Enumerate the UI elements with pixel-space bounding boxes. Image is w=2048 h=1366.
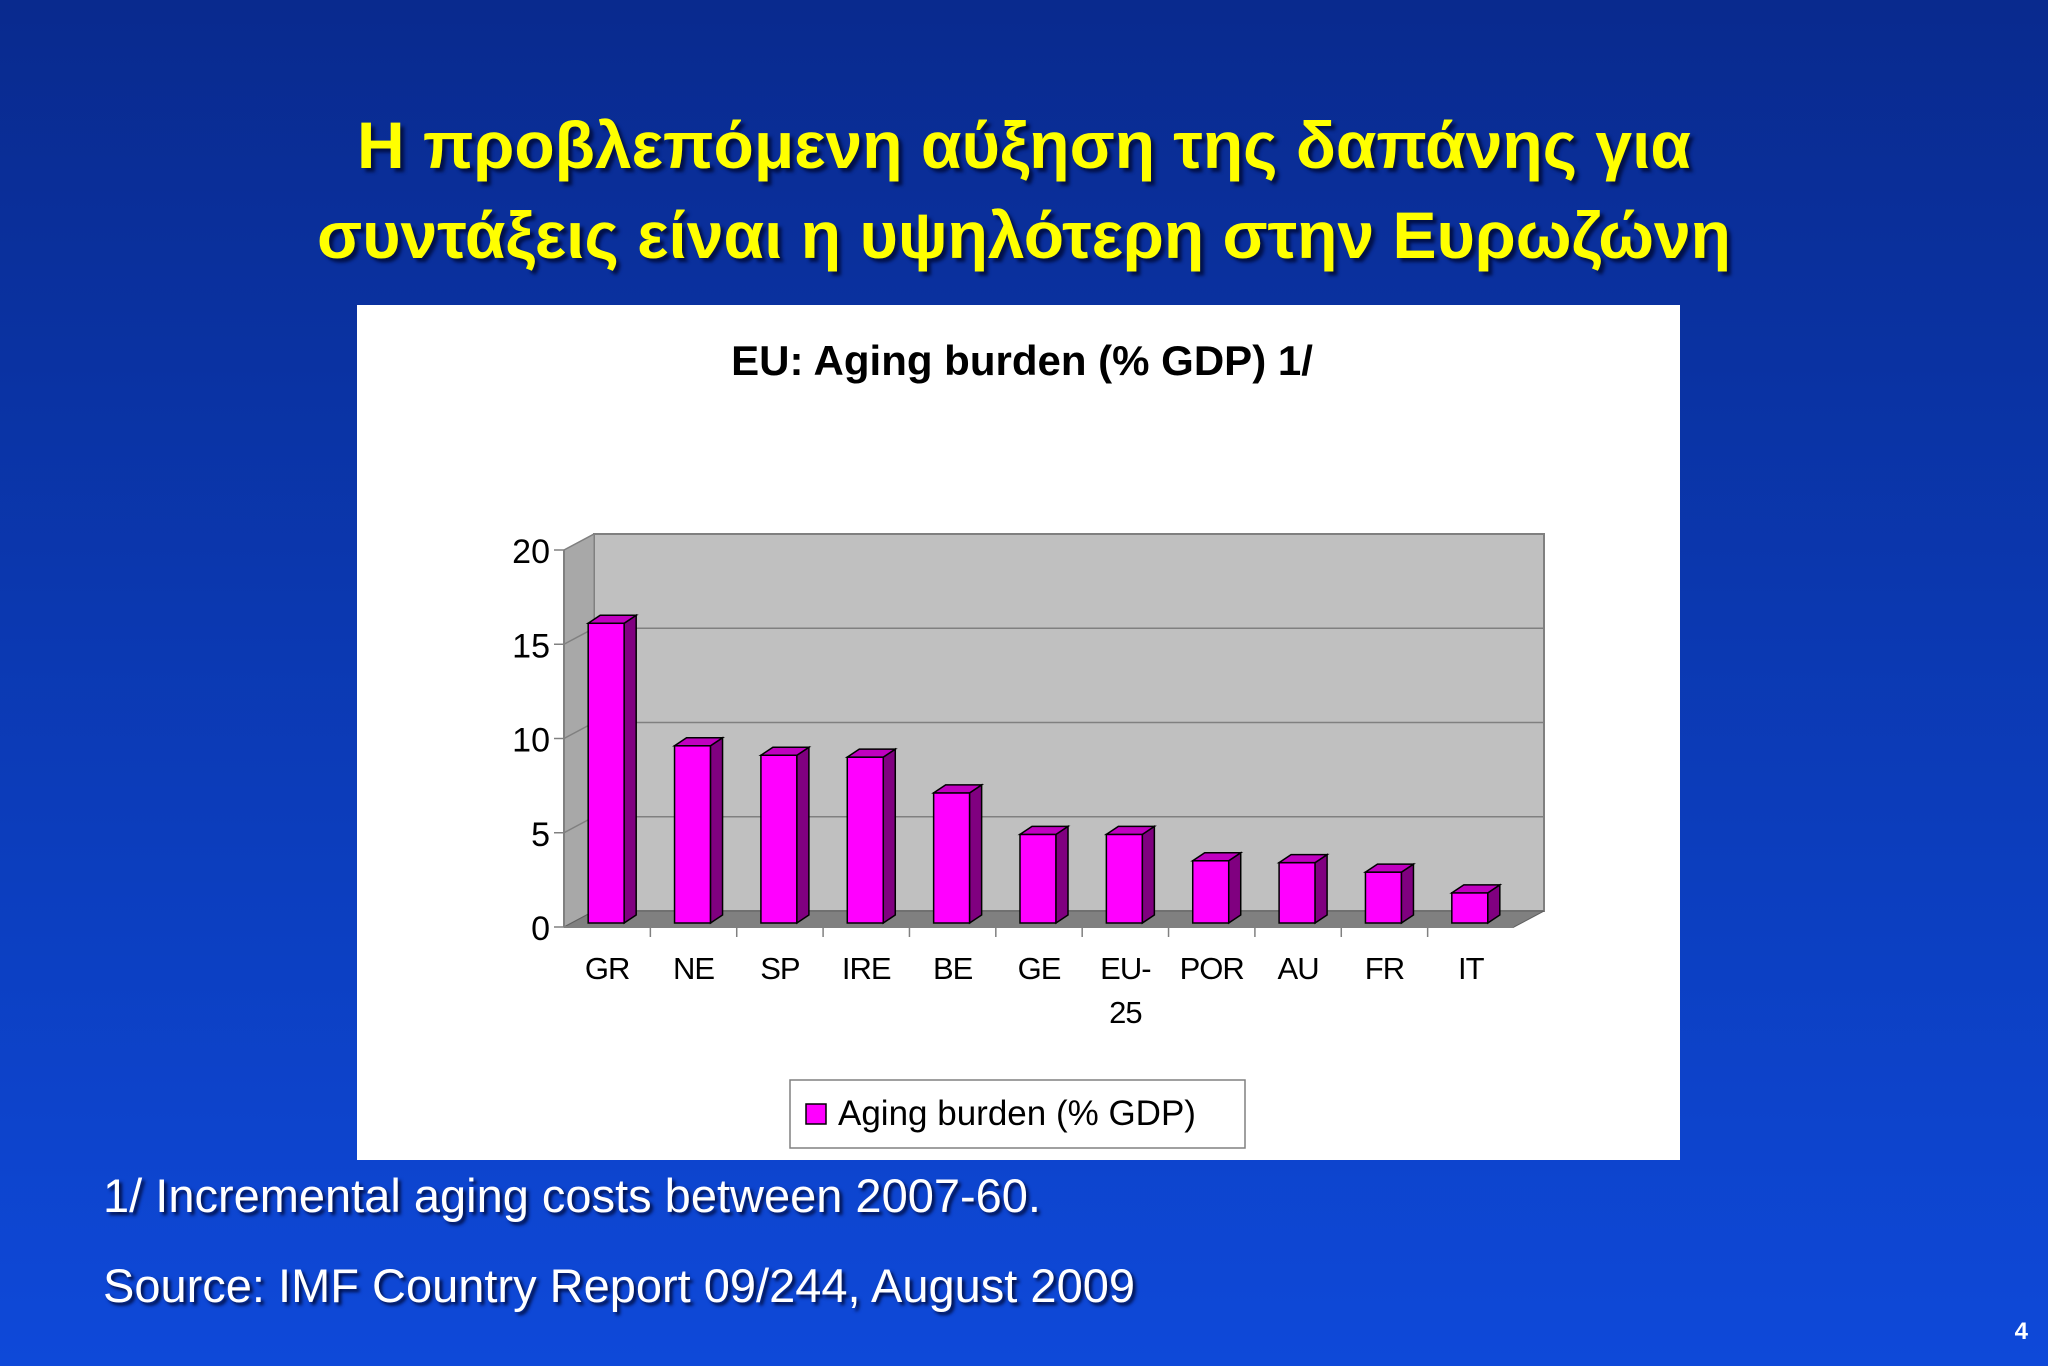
legend-box	[789, 1079, 1246, 1149]
bar	[1103, 825, 1157, 925]
x-tick-label: SP	[760, 951, 800, 986]
bar-front	[760, 754, 798, 924]
legend-swatch	[805, 1103, 827, 1125]
bar-top	[758, 746, 812, 756]
x-tick-label: AU	[1278, 951, 1319, 986]
chart-panel: EU: Aging burden (% GDP) 1/ 0 5 10 15 20 GR NE…	[357, 305, 1680, 1160]
footnote: 1/ Incremental aging costs between 2007-…	[103, 1169, 1041, 1222]
bar-front	[1278, 861, 1316, 924]
bar-top	[1362, 863, 1416, 873]
chart-legend: Aging burden (% GDP)	[789, 1079, 1246, 1149]
bar	[758, 745, 812, 925]
slide-title-line-2: συντάξεις είναι η υψηλότερη στην Ευρωζών…	[317, 198, 1731, 272]
x-tick-label: IT	[1458, 951, 1485, 986]
y-tick-label: 15	[512, 627, 550, 665]
x-tick-label: IRE	[842, 951, 891, 986]
bar-side	[796, 745, 810, 925]
bar-side	[1314, 853, 1328, 925]
bar	[1190, 851, 1244, 925]
bar-front	[1019, 833, 1057, 924]
bar-front	[587, 622, 625, 924]
bar	[1017, 825, 1071, 925]
bar-front	[1191, 860, 1230, 924]
bar-front	[1364, 871, 1403, 924]
bar-front	[932, 792, 971, 924]
bar-top	[931, 784, 985, 794]
bar-side	[709, 736, 724, 925]
slide-title: Η προβλεπόμενη αύξηση της δαπάνης για συ…	[0, 100, 2048, 280]
bar-top	[1017, 825, 1071, 836]
bar-side	[1141, 825, 1156, 925]
x-tick-label: BE	[933, 951, 973, 986]
chart-title: EU: Aging burden (% GDP) 1/	[731, 337, 1313, 384]
y-tick-label: 10	[512, 722, 550, 760]
bar-front	[846, 756, 885, 924]
bar-front	[1451, 892, 1489, 924]
legend-label: Aging burden (% GDP)	[838, 1094, 1196, 1133]
y-tick-label: 20	[512, 533, 550, 571]
source-note: Source: IMF Country Report 09/244, Augus…	[103, 1259, 1135, 1312]
bar-side	[1055, 825, 1069, 925]
x-tick-label: FR	[1365, 951, 1404, 986]
bar-front	[1105, 833, 1144, 924]
bar-top	[672, 737, 726, 747]
bar-side	[882, 747, 897, 925]
y-tick-label: 5	[531, 816, 550, 854]
x-tick-label: EU-25	[1100, 951, 1150, 1030]
x-tick-label: POR	[1180, 951, 1244, 986]
bar	[844, 747, 898, 925]
gridline-side	[563, 533, 595, 551]
bar-top	[844, 748, 898, 758]
bar	[585, 613, 639, 925]
plot-area: 0 5 10 15 20 GR NE SP IRE BE GE EU-25 POR AU FR IT	[512, 533, 1545, 1030]
slide-title-line-1: Η προβλεπόμενη αύξηση της δαπάνης για	[357, 108, 1691, 182]
bar-top	[585, 614, 639, 625]
bar-side	[968, 783, 983, 925]
page-number: 4	[2014, 1318, 2028, 1345]
x-tick-label: GR	[585, 951, 630, 986]
bar-side	[1227, 851, 1242, 925]
bar	[1449, 883, 1503, 925]
bar-top	[1103, 825, 1157, 836]
bar	[672, 736, 726, 925]
bar-top	[1449, 884, 1503, 894]
bar-front	[673, 745, 712, 924]
aging-burden-chart: EU: Aging burden (% GDP) 1/ 0 5 10 15 20 GR NE…	[512, 337, 1545, 1149]
bar	[931, 783, 985, 925]
bar-side	[1400, 862, 1415, 925]
bar	[1362, 862, 1416, 925]
x-tick-label: GE	[1018, 951, 1061, 986]
y-tick-label: 0	[531, 910, 550, 948]
bar-top	[1190, 852, 1244, 862]
bar-side	[623, 613, 637, 925]
x-tick-label: NE	[673, 951, 714, 986]
bar	[1276, 853, 1330, 925]
bar-top	[1276, 853, 1330, 864]
